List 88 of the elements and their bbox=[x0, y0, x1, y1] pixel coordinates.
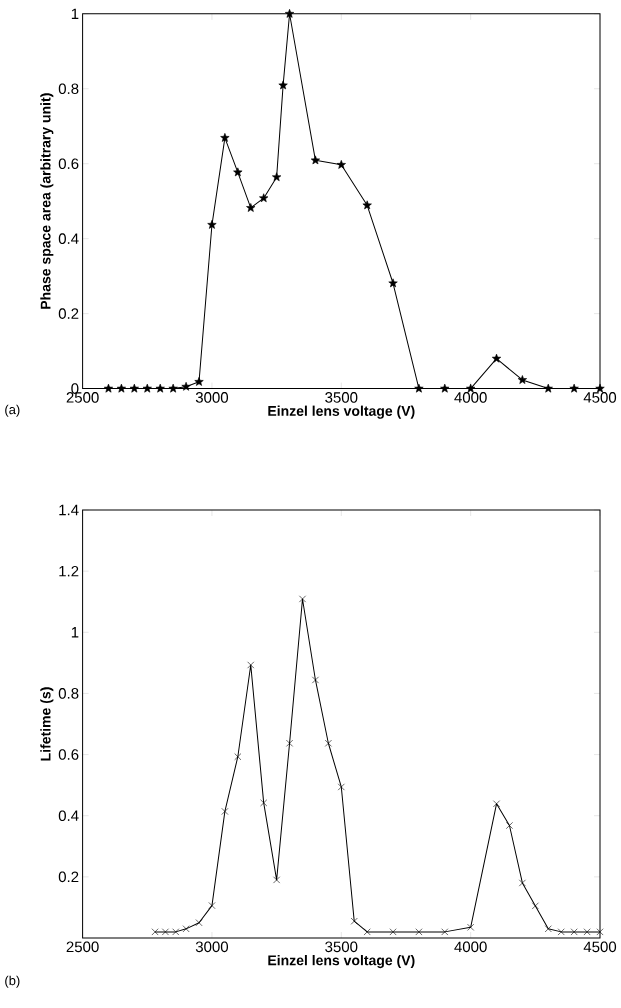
x-tick-label: 4500 bbox=[583, 941, 617, 953]
point bbox=[129, 383, 139, 393]
x-tick-label: 4500 bbox=[583, 392, 617, 403]
x-tick-label: 4000 bbox=[454, 941, 487, 953]
point bbox=[310, 155, 321, 165]
point bbox=[155, 383, 165, 393]
y-axis-title: Lifetime (s) bbox=[40, 687, 54, 761]
point bbox=[273, 876, 281, 884]
point bbox=[363, 928, 371, 936]
point bbox=[440, 383, 450, 393]
y-tick-label: 1.2 bbox=[59, 565, 79, 577]
y-tick-label: 0.4 bbox=[58, 810, 79, 822]
x-axis-title: Einzel lens voltage (V) bbox=[268, 405, 415, 419]
point bbox=[142, 383, 152, 393]
point bbox=[234, 753, 242, 761]
point bbox=[247, 661, 255, 669]
y-axis-title: Phase space area (arbitrary unit) bbox=[40, 93, 54, 309]
point bbox=[362, 200, 372, 210]
y-tick-label: 1 bbox=[71, 8, 79, 19]
point bbox=[246, 203, 256, 212]
y-tick-label: 0.8 bbox=[58, 83, 79, 95]
x-tick-label: 3000 bbox=[195, 941, 229, 953]
point bbox=[595, 383, 605, 393]
y-tick-label: 1 bbox=[71, 627, 79, 638]
point bbox=[441, 928, 449, 936]
point bbox=[103, 383, 114, 393]
y-tick-label: 0 bbox=[71, 383, 79, 394]
point bbox=[518, 879, 526, 887]
point bbox=[491, 353, 502, 363]
point bbox=[493, 800, 501, 808]
point bbox=[311, 676, 319, 684]
y-tick-label: 0.4 bbox=[58, 233, 79, 244]
point bbox=[324, 739, 332, 747]
point bbox=[151, 928, 159, 936]
y-tick-label: 0.8 bbox=[58, 688, 79, 699]
x-tick-label: 4000 bbox=[454, 392, 487, 403]
point bbox=[350, 917, 358, 925]
point bbox=[181, 381, 191, 391]
point bbox=[299, 595, 306, 603]
point bbox=[596, 928, 604, 936]
point bbox=[544, 925, 552, 933]
point bbox=[415, 928, 423, 936]
y-tick-label: 0.2 bbox=[58, 871, 79, 883]
point bbox=[182, 925, 190, 933]
point bbox=[505, 822, 513, 829]
y-tick-label: 0.6 bbox=[58, 749, 79, 760]
point bbox=[194, 377, 204, 386]
point bbox=[388, 278, 398, 288]
point bbox=[220, 133, 230, 142]
y-tick-label: 0.2 bbox=[58, 308, 79, 319]
point bbox=[336, 160, 346, 169]
y-tick-label: 1.4 bbox=[59, 504, 79, 516]
point bbox=[116, 383, 126, 393]
point bbox=[389, 928, 397, 936]
point bbox=[286, 739, 294, 747]
x-tick-label: 2500 bbox=[66, 941, 99, 953]
point bbox=[414, 383, 424, 393]
point bbox=[466, 383, 476, 393]
x-axis-title: Einzel lens voltage (V) bbox=[268, 955, 415, 969]
point bbox=[570, 928, 578, 936]
point bbox=[583, 928, 591, 936]
x-tick-label: 3500 bbox=[325, 941, 358, 953]
text: (a) bbox=[5, 404, 20, 417]
x-tick-label: 2500 bbox=[66, 392, 99, 403]
point bbox=[531, 902, 539, 910]
point bbox=[260, 799, 268, 807]
point bbox=[172, 928, 180, 936]
point bbox=[168, 383, 178, 393]
point bbox=[272, 172, 282, 182]
point bbox=[517, 375, 527, 384]
point bbox=[278, 80, 288, 90]
point bbox=[221, 807, 229, 815]
point bbox=[543, 383, 553, 393]
point bbox=[337, 783, 345, 791]
point bbox=[467, 923, 475, 931]
point bbox=[208, 902, 216, 910]
y-tick-label: 0.6 bbox=[58, 158, 79, 170]
point bbox=[284, 8, 295, 18]
point bbox=[195, 919, 203, 927]
point bbox=[207, 220, 217, 229]
point bbox=[569, 383, 579, 393]
point bbox=[161, 928, 169, 936]
point bbox=[233, 167, 243, 177]
text: (b) bbox=[5, 975, 20, 988]
point bbox=[557, 928, 565, 936]
point bbox=[259, 193, 269, 203]
x-tick-label: 3500 bbox=[325, 392, 358, 403]
x-tick-label: 3000 bbox=[195, 392, 229, 403]
